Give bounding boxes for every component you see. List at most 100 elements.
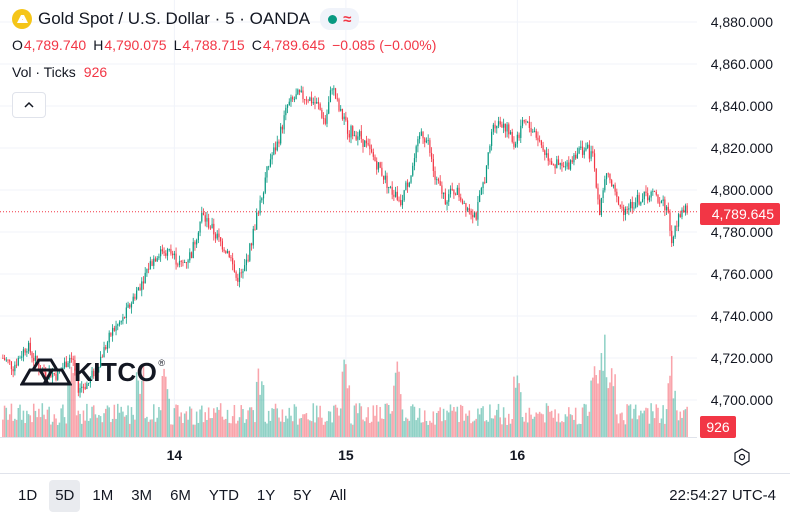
price-chart[interactable]: 4,700.000 4,720.000 4,740.000 4,760.000 4,78… xyxy=(0,0,790,473)
candle-body xyxy=(250,243,253,246)
candle-body xyxy=(185,262,187,263)
candle-body xyxy=(329,90,332,103)
candle-body xyxy=(341,108,344,120)
volume-bar xyxy=(408,420,411,437)
candle-body xyxy=(36,355,38,364)
volume-bar xyxy=(470,423,472,437)
volume-bar xyxy=(549,411,551,437)
collapse-legend-button[interactable] xyxy=(12,92,46,118)
volume-bar xyxy=(135,372,138,437)
candle-body xyxy=(544,150,546,155)
volume-bar xyxy=(281,409,284,437)
range-1y[interactable]: 1Y xyxy=(256,487,276,504)
candle-body xyxy=(17,357,19,366)
volume-bar xyxy=(379,406,381,437)
candle-body xyxy=(348,133,350,138)
candle-body xyxy=(467,208,469,211)
volume-label[interactable]: Vol · Ticks xyxy=(12,64,76,80)
volume-bar xyxy=(458,422,460,437)
range-5y[interactable]: 5Y xyxy=(293,487,312,504)
volume-bar xyxy=(437,410,440,437)
volume-bar xyxy=(110,422,112,437)
time-axis[interactable]: 14 15 16 xyxy=(167,447,526,463)
volume-bar xyxy=(80,423,83,437)
candle-body xyxy=(286,105,289,108)
volume-bar xyxy=(44,419,47,437)
volume-bar xyxy=(250,407,253,437)
candle-body xyxy=(369,144,371,150)
volume-bar xyxy=(132,414,134,437)
candle-body xyxy=(540,140,542,146)
volume-bar xyxy=(103,413,105,437)
candle-body xyxy=(566,162,568,167)
candle-body xyxy=(379,162,381,168)
volume-bar xyxy=(317,417,320,437)
price-tick-label: 4,760.000 xyxy=(711,266,773,282)
candle-body xyxy=(470,210,472,215)
last-volume-tag: 926 xyxy=(700,416,736,438)
volume-bar xyxy=(362,419,364,437)
volume-bar xyxy=(228,422,231,437)
timezone-clock[interactable]: 22:54:27 UTC-4 xyxy=(669,487,776,504)
volume-bar xyxy=(195,411,198,437)
volume-bar xyxy=(490,418,493,437)
volume-bar xyxy=(213,408,215,437)
candle-body xyxy=(563,165,565,167)
volume-bar xyxy=(225,418,227,437)
range-5d[interactable]: 5D xyxy=(49,480,81,512)
volume-bar xyxy=(485,420,488,437)
volume-bar xyxy=(305,413,308,437)
volume-bar xyxy=(303,414,306,437)
volume-bar xyxy=(389,413,392,437)
volume-bar xyxy=(622,420,625,437)
volume-bar xyxy=(350,423,352,437)
volume-bar xyxy=(144,418,146,437)
range-1m[interactable]: 1M xyxy=(92,487,114,504)
volume-bar xyxy=(63,417,66,437)
candle-body xyxy=(322,117,325,119)
range-3m[interactable]: 3M xyxy=(131,487,153,504)
volume-bar xyxy=(665,409,668,437)
candle-body xyxy=(401,200,404,206)
volume-bar xyxy=(128,423,131,437)
ohlc-open-label: O xyxy=(12,37,23,53)
candle-body xyxy=(353,135,356,137)
range-6m[interactable]: 6M xyxy=(170,487,191,504)
range-ytd[interactable]: YTD xyxy=(208,487,239,504)
volume-bar xyxy=(204,412,206,437)
candle-body xyxy=(647,193,649,201)
volume-bar xyxy=(310,421,313,437)
volume-bar xyxy=(360,406,363,437)
volume-bar xyxy=(2,419,4,437)
chart-settings-button[interactable] xyxy=(733,448,751,466)
range-1d[interactable]: 1D xyxy=(18,487,38,504)
volume-bar xyxy=(475,418,477,437)
candle-body xyxy=(405,182,407,191)
candle-body xyxy=(343,116,345,120)
volume-bar xyxy=(497,403,500,437)
candle-body xyxy=(76,370,78,373)
price-axis[interactable]: 4,700.000 4,720.000 4,740.000 4,760.000 4,78… xyxy=(711,14,773,408)
candle-body xyxy=(542,145,544,151)
volume-bar xyxy=(300,418,303,437)
candle-body xyxy=(448,194,450,202)
candle-body xyxy=(53,373,55,375)
candle-body xyxy=(358,131,361,137)
volume-bar xyxy=(456,406,459,437)
candle-body xyxy=(684,205,687,213)
candle-body xyxy=(455,194,457,196)
volume-bar xyxy=(122,411,124,437)
volume-bar xyxy=(262,385,265,437)
candle-body xyxy=(134,296,136,299)
symbol-title[interactable]: Gold Spot / U.S. Dollar · 5 · OANDA xyxy=(38,9,311,28)
candle-body xyxy=(33,357,35,361)
candle-body xyxy=(136,290,138,299)
candle-body xyxy=(312,102,314,104)
candle-body xyxy=(204,215,206,222)
candle-body xyxy=(257,212,259,214)
candle-body xyxy=(492,124,494,132)
market-status-pill[interactable]: ≈ xyxy=(320,8,360,30)
volume-bar xyxy=(363,421,366,437)
range-all[interactable]: All xyxy=(329,487,347,504)
volume-bar xyxy=(319,405,321,437)
